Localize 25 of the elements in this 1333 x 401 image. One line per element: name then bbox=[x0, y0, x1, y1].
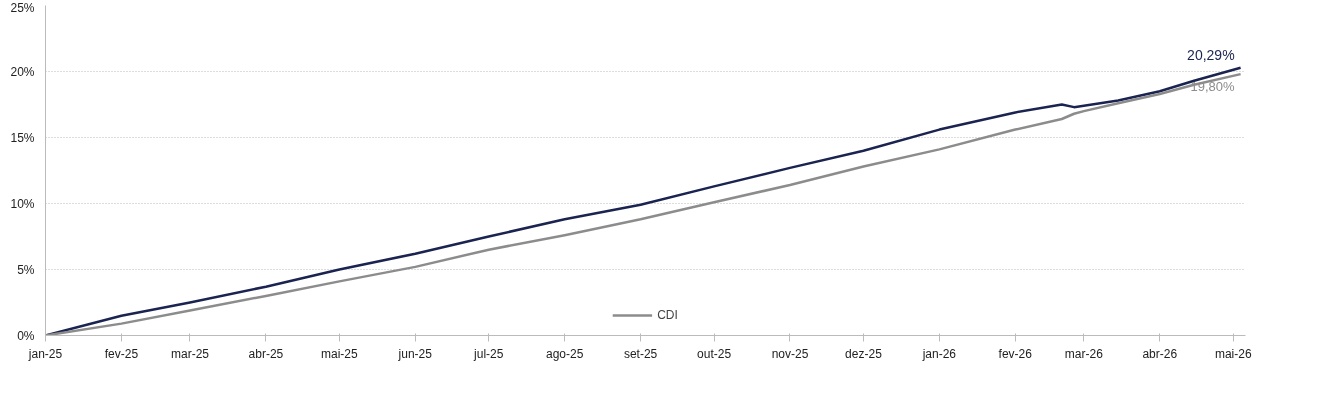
x-tick-label: abr-26 bbox=[1142, 346, 1178, 361]
y-tick-label: 10% bbox=[10, 196, 35, 211]
x-tick-label: mai-26 bbox=[1214, 346, 1252, 361]
y-tick-label: 25% bbox=[10, 0, 35, 15]
x-tick-label: dez-25 bbox=[845, 346, 883, 361]
x-tick-label: jul-25 bbox=[473, 346, 504, 361]
x-tick-label: mai-25 bbox=[321, 346, 359, 361]
y-tick-label: 15% bbox=[10, 130, 35, 145]
y-tick-label: 0% bbox=[17, 328, 35, 343]
legend-label: CDI bbox=[657, 308, 678, 322]
x-tick-label: ago-25 bbox=[546, 346, 584, 361]
x-tick-label: jun-25 bbox=[397, 346, 433, 361]
x-tick-label: set-25 bbox=[623, 346, 658, 361]
x-tick-label: jan-26 bbox=[921, 346, 957, 361]
x-tick-label: abr-25 bbox=[248, 346, 284, 361]
x-tick-label: fev-25 bbox=[104, 346, 139, 361]
x-tick-label: out-25 bbox=[697, 346, 732, 361]
y-tick-label: 20% bbox=[10, 64, 35, 79]
x-tick-label: jan-25 bbox=[27, 346, 63, 361]
y-tick-label: 5% bbox=[17, 262, 35, 277]
x-tick-label: mar-25 bbox=[170, 346, 210, 361]
x-tick-label: mar-26 bbox=[1064, 346, 1104, 361]
annotation: 20,29% bbox=[1187, 46, 1235, 63]
x-tick-label: fev-26 bbox=[998, 346, 1033, 361]
x-tick-label: nov-25 bbox=[771, 346, 809, 361]
